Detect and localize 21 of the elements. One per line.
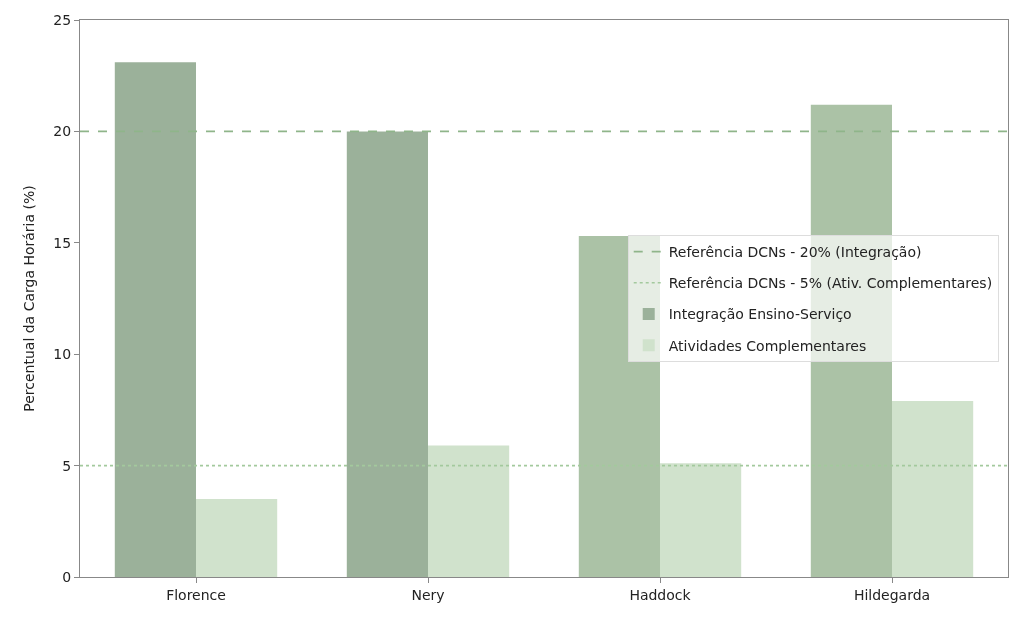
y-tick-label: 25	[53, 11, 72, 28]
y-tick-label: 0	[62, 568, 72, 585]
y-tick-label: 15	[53, 234, 72, 251]
x-tick-label: Florence	[166, 586, 226, 603]
x-tick-label: Hildegarda	[853, 586, 931, 603]
bar	[892, 400, 974, 577]
bar	[114, 62, 196, 577]
y-tick-label: 10	[53, 346, 72, 363]
y-tick-label: 5	[62, 457, 72, 474]
bar	[428, 445, 510, 577]
y-axis-title: Percentual da Carga Horária (%)	[20, 185, 37, 412]
legend-label: Integração Ensino-Serviço	[668, 306, 852, 323]
x-tick-label: Nery	[411, 586, 445, 603]
legend-label: Referência DCNs - 5% (Ativ. Complementares)	[668, 275, 993, 292]
bar	[196, 499, 278, 577]
x-tick-label: Haddock	[629, 586, 692, 603]
bar	[346, 131, 428, 577]
y-tick-label: 20	[53, 123, 72, 140]
legend-label: Referência DCNs - 20% (Integração)	[668, 244, 922, 261]
bar	[660, 463, 742, 577]
legend-label: Atividades Complementares	[668, 337, 867, 354]
